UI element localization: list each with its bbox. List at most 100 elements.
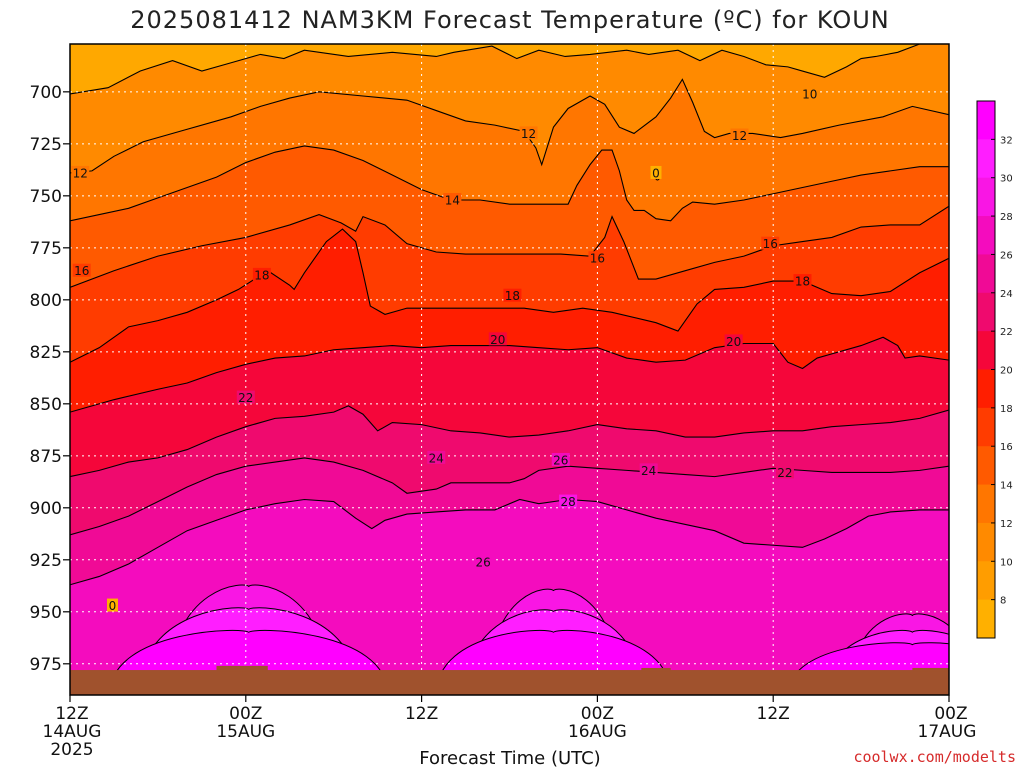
contour-label: 20 <box>726 335 741 349</box>
contour-label-bg-8 <box>252 267 271 281</box>
contour-line-12 <box>70 78 949 174</box>
colorbar-label: 28 <box>1000 212 1013 223</box>
contour-line-26 <box>70 498 949 586</box>
y-tick-label: 800 <box>30 291 62 311</box>
colorbar-swatch <box>977 484 995 524</box>
contour-label: 24 <box>429 451 444 465</box>
contour-label: 10 <box>802 87 817 101</box>
colorbar-label: 26 <box>1000 250 1013 261</box>
colorbar-swatch <box>977 331 995 370</box>
x-tick-date: 15AUG <box>216 722 275 742</box>
contour-label-bg-13 <box>236 390 255 404</box>
colorbar-swatch <box>977 561 995 601</box>
contour-label-bg-9 <box>503 288 522 302</box>
colorbar: 8 10 12 14 16 18 20 22 24 26 28 30 32 <box>976 100 1013 639</box>
x-tick-label: 00Z <box>934 704 967 724</box>
contour-line-10 <box>70 44 949 95</box>
colorbar-label: 8 <box>1000 596 1006 607</box>
contour-line-16 <box>70 205 949 288</box>
chart-title: 2025081412 NAM3KM Forecast Temperature (… <box>130 6 889 34</box>
x-tick-label: 12Z <box>757 704 790 724</box>
colorbar-swatch <box>977 446 995 486</box>
contour-line-14 <box>70 145 949 222</box>
x-tick-date: 14AUG <box>43 722 102 742</box>
colorbar-label: 10 <box>1000 557 1013 568</box>
contour-lines <box>70 44 949 586</box>
colorbar-label: 22 <box>1000 327 1013 338</box>
y-axis: 700 725 750 775 800 825 850 875 900 925 950 975 <box>30 83 70 675</box>
contour-label: 28 <box>560 495 575 509</box>
colorbar-swatch <box>977 599 995 639</box>
y-tick-label: 850 <box>30 395 62 415</box>
colorbar-label: 30 <box>1000 174 1013 185</box>
credit-text: coolwx.com/modelts <box>853 748 1016 766</box>
x-tick-label: 00Z <box>581 704 614 724</box>
contour-label: 14 <box>445 193 460 207</box>
colorbar-label: 24 <box>1000 289 1013 300</box>
contour-labels: 10 12 12 12 14 16 16 16 18 18 18 20 20 22 22 24 24 26 26 28… <box>71 86 819 613</box>
colorbar-swatch <box>977 139 995 179</box>
contour-label-bg-2 <box>519 126 538 140</box>
contour-label: 20 <box>490 333 505 347</box>
terrain-bump-0 <box>216 665 268 672</box>
contour-label-bg-4 <box>443 192 462 206</box>
contour-label-bg-12 <box>724 334 743 348</box>
contour-label: 16 <box>590 252 605 266</box>
terrain-bump-1 <box>641 667 671 672</box>
contour-label-bg-7 <box>761 236 780 250</box>
colorbar-swatch <box>977 216 995 255</box>
colorbar-swatch <box>977 177 995 217</box>
y-tick-label: 925 <box>30 551 62 571</box>
contour-label-bg-10 <box>793 274 812 288</box>
x-tick-label: 00Z <box>229 704 262 724</box>
contour-line-22 <box>70 405 949 478</box>
x-tick-label: 12Z <box>55 704 88 724</box>
x-tick-date: 16AUG <box>568 722 627 742</box>
contour-label-bg-1 <box>71 165 90 179</box>
contour-label-bg-17 <box>551 452 570 466</box>
contour-label-bg-5 <box>72 263 91 277</box>
colorbar-label: 14 <box>1000 481 1013 492</box>
terrain-ground <box>70 670 949 695</box>
y-tick-label: 875 <box>30 447 62 467</box>
terrain <box>70 665 949 695</box>
y-tick-label: 700 <box>30 83 62 103</box>
contour-label: 0 <box>652 166 660 180</box>
contour-label-bg-19 <box>559 494 578 508</box>
colorbar-label: 20 <box>1000 366 1013 377</box>
contour-label-bg-15 <box>427 450 446 464</box>
plot-area: 10 12 12 12 14 16 16 16 18 18 18 20 20 22 22 24 24 26 26 28… <box>69 43 950 696</box>
contour-label: 18 <box>254 268 269 282</box>
contour-label-bg-14 <box>775 465 794 479</box>
contour-label: 26 <box>553 453 568 467</box>
plot-frame <box>69 43 950 696</box>
colorbar-swatch <box>977 292 995 332</box>
contour-line-20 <box>70 336 949 413</box>
x-tick-year: 2025 <box>50 740 93 760</box>
y-tick-label: 775 <box>30 239 62 259</box>
colorbar-label: 16 <box>1000 442 1013 453</box>
contour-label-bg-18 <box>474 554 493 568</box>
contour-label-bg-21 <box>650 165 662 179</box>
colorbar-label: 12 <box>1000 519 1013 530</box>
y-tick-label: 900 <box>30 499 62 519</box>
contour-label: 22 <box>238 391 253 405</box>
contour-label: 16 <box>74 264 89 278</box>
colorbar-swatch <box>977 254 995 294</box>
colorbar-label: 18 <box>1000 404 1013 415</box>
colorbar-label: 32 <box>1000 135 1013 146</box>
colorbar-swatch <box>977 522 995 562</box>
temperature-bands <box>70 44 949 695</box>
y-tick-label: 750 <box>30 187 62 207</box>
colorbar-swatch <box>977 369 995 409</box>
y-tick-label: 975 <box>30 655 62 675</box>
contour-label-bg-20 <box>106 598 118 612</box>
colorbar-swatch <box>977 407 995 447</box>
contour-label: 18 <box>795 275 810 289</box>
contour-label: 12 <box>521 127 536 141</box>
y-tick-label: 725 <box>30 135 62 155</box>
contour-label-bg-6 <box>588 251 607 265</box>
contour-label: 12 <box>73 166 88 180</box>
contour-label: 24 <box>641 464 656 478</box>
